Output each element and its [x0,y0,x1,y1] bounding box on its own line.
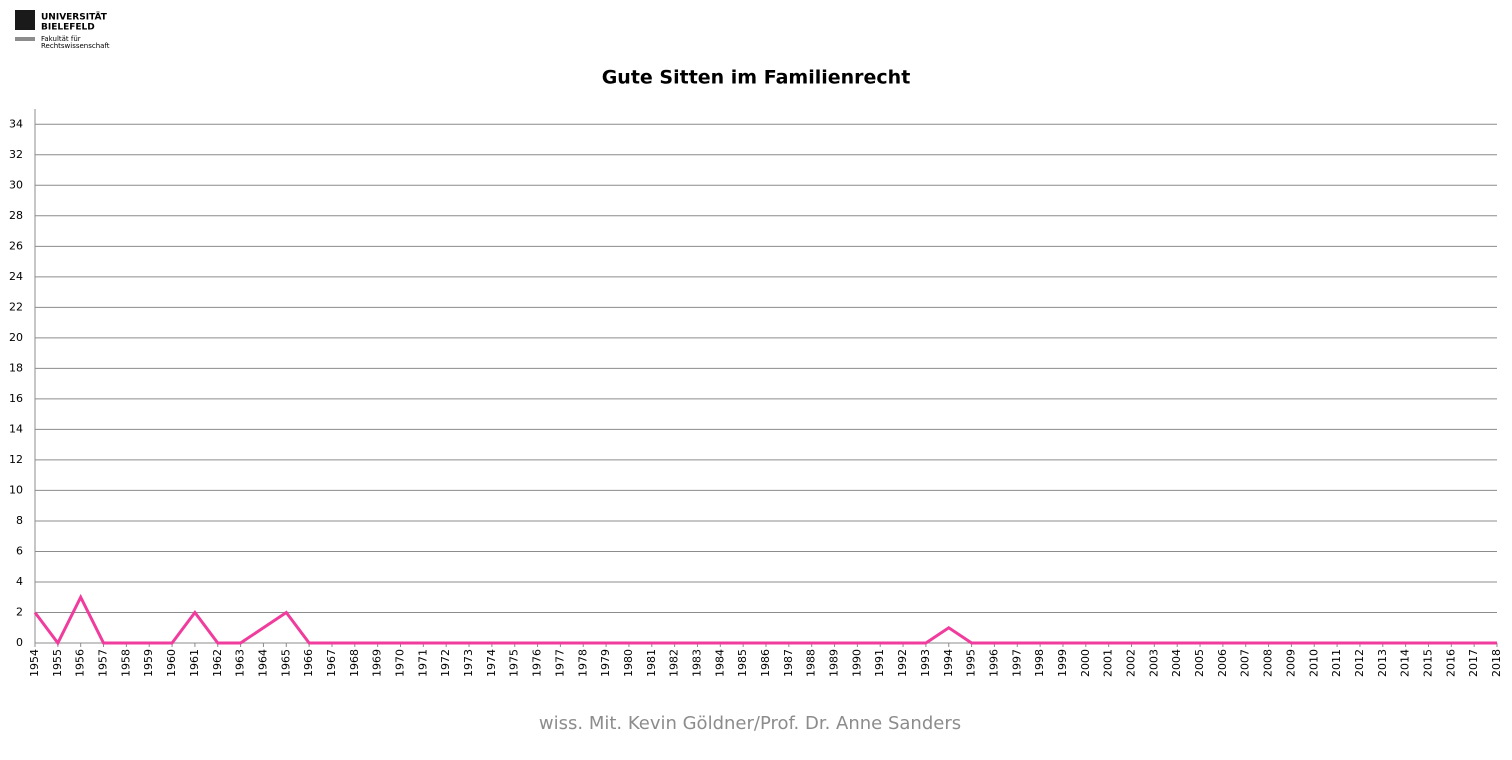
x-tick-label: 1971 [416,649,429,677]
y-tick-label: 8 [16,514,23,527]
logo-text: BIELEFELD [41,23,95,33]
x-tick-label: 2017 [1467,649,1480,677]
y-tick-label: 24 [9,270,23,283]
x-tick-label: 1984 [713,649,726,677]
x-tick-label: 1986 [759,649,772,677]
logo-text: UNIVERSITÄT [41,12,108,23]
logo-mark [15,10,35,30]
y-tick-label: 6 [16,544,23,557]
x-tick-label: 2005 [1193,649,1206,677]
x-tick-label: 2004 [1170,649,1183,677]
y-tick-label: 0 [16,636,23,649]
x-tick-label: 1980 [622,649,635,677]
x-tick-label: 1998 [1033,649,1046,677]
chart-title: Gute Sitten im Familienrecht [602,67,911,89]
x-tick-label: 1958 [119,649,132,677]
x-tick-label: 1995 [965,649,978,677]
x-tick-label: 1997 [1010,649,1023,677]
x-tick-label: 2013 [1376,649,1389,677]
x-tick-label: 2010 [1307,649,1320,677]
x-tick-label: 2002 [1125,649,1138,677]
x-tick-label: 1974 [485,649,498,677]
x-tick-label: 1976 [531,649,544,677]
x-tick-label: 1956 [74,649,87,677]
y-tick-label: 30 [9,178,23,191]
x-tick-label: 1990 [850,649,863,677]
x-tick-label: 1965 [279,649,292,677]
x-tick-label: 1991 [873,649,886,677]
y-tick-label: 10 [9,483,23,496]
x-tick-label: 2000 [1079,649,1092,677]
x-tick-label: 1981 [645,649,658,677]
x-tick-label: 2014 [1399,649,1412,677]
x-tick-label: 1985 [736,649,749,677]
x-tick-label: 1959 [142,649,155,677]
y-tick-label: 26 [9,239,23,252]
y-tick-label: 14 [9,422,23,435]
x-tick-label: 1972 [439,649,452,677]
logo-text: Fakultät für [41,35,81,43]
y-tick-label: 32 [9,148,23,161]
x-tick-label: 1960 [165,649,178,677]
x-tick-label: 2009 [1284,649,1297,677]
x-tick-label: 1977 [553,649,566,677]
data-line [33,593,1497,646]
x-tick-label: 1962 [211,649,224,677]
x-tick-label: 2015 [1421,649,1434,677]
x-tick-label: 1964 [256,649,269,677]
y-tick-label: 4 [16,575,23,588]
x-tick-label: 1996 [987,649,1000,677]
x-tick-label: 2008 [1262,649,1275,677]
x-tick-label: 2011 [1330,649,1343,677]
x-tick-label: 1963 [234,649,247,677]
y-tick-label: 2 [16,605,23,618]
x-tick-label: 1994 [942,649,955,677]
footer: wiss. Mit. Kevin Göldner/Prof. Dr. Anne … [539,713,961,734]
y-tick-label: 18 [9,361,23,374]
x-tick-label: 1975 [508,649,521,677]
x-tick-label: 1954 [28,649,41,677]
x-tick-label: 2016 [1444,649,1457,677]
x-tick-label: 1973 [462,649,475,677]
y-tick-label: 12 [9,453,23,466]
logo-text: Rechtswissenschaft [41,42,110,50]
x-tick-label: 1989 [828,649,841,677]
x-tick-label: 1970 [394,649,407,677]
x-tick-label: 1966 [302,649,315,677]
x-tick-label: 1992 [896,649,909,677]
x-tick-label: 2018 [1490,649,1503,677]
x-tick-label: 1988 [805,649,818,677]
x-tick-label: 1999 [1056,649,1069,677]
x-tick-label: 1961 [188,649,201,677]
x-tick-label: 2001 [1102,649,1115,677]
x-tick-label: 1978 [576,649,589,677]
x-tick-label: 1955 [51,649,64,677]
y-tick-label: 28 [9,209,23,222]
x-tick-label: 1987 [782,649,795,677]
x-tick-label: 1993 [919,649,932,677]
x-tick-label: 2007 [1239,649,1252,677]
x-tick-label: 1967 [325,649,338,677]
x-tick-label: 1979 [599,649,612,677]
y-tick-label: 20 [9,331,23,344]
logo-bar [15,37,35,41]
y-tick-label: 16 [9,392,23,405]
x-tick-label: 2003 [1147,649,1160,677]
x-tick-label: 1982 [668,649,681,677]
y-tick-label: 22 [9,300,23,313]
x-tick-label: 1968 [348,649,361,677]
x-tick-label: 1969 [371,649,384,677]
x-tick-label: 1957 [97,649,110,677]
x-tick-label: 2012 [1353,649,1366,677]
x-tick-label: 1983 [690,649,703,677]
x-tick-label: 2006 [1216,649,1229,677]
y-tick-label: 34 [9,117,23,130]
